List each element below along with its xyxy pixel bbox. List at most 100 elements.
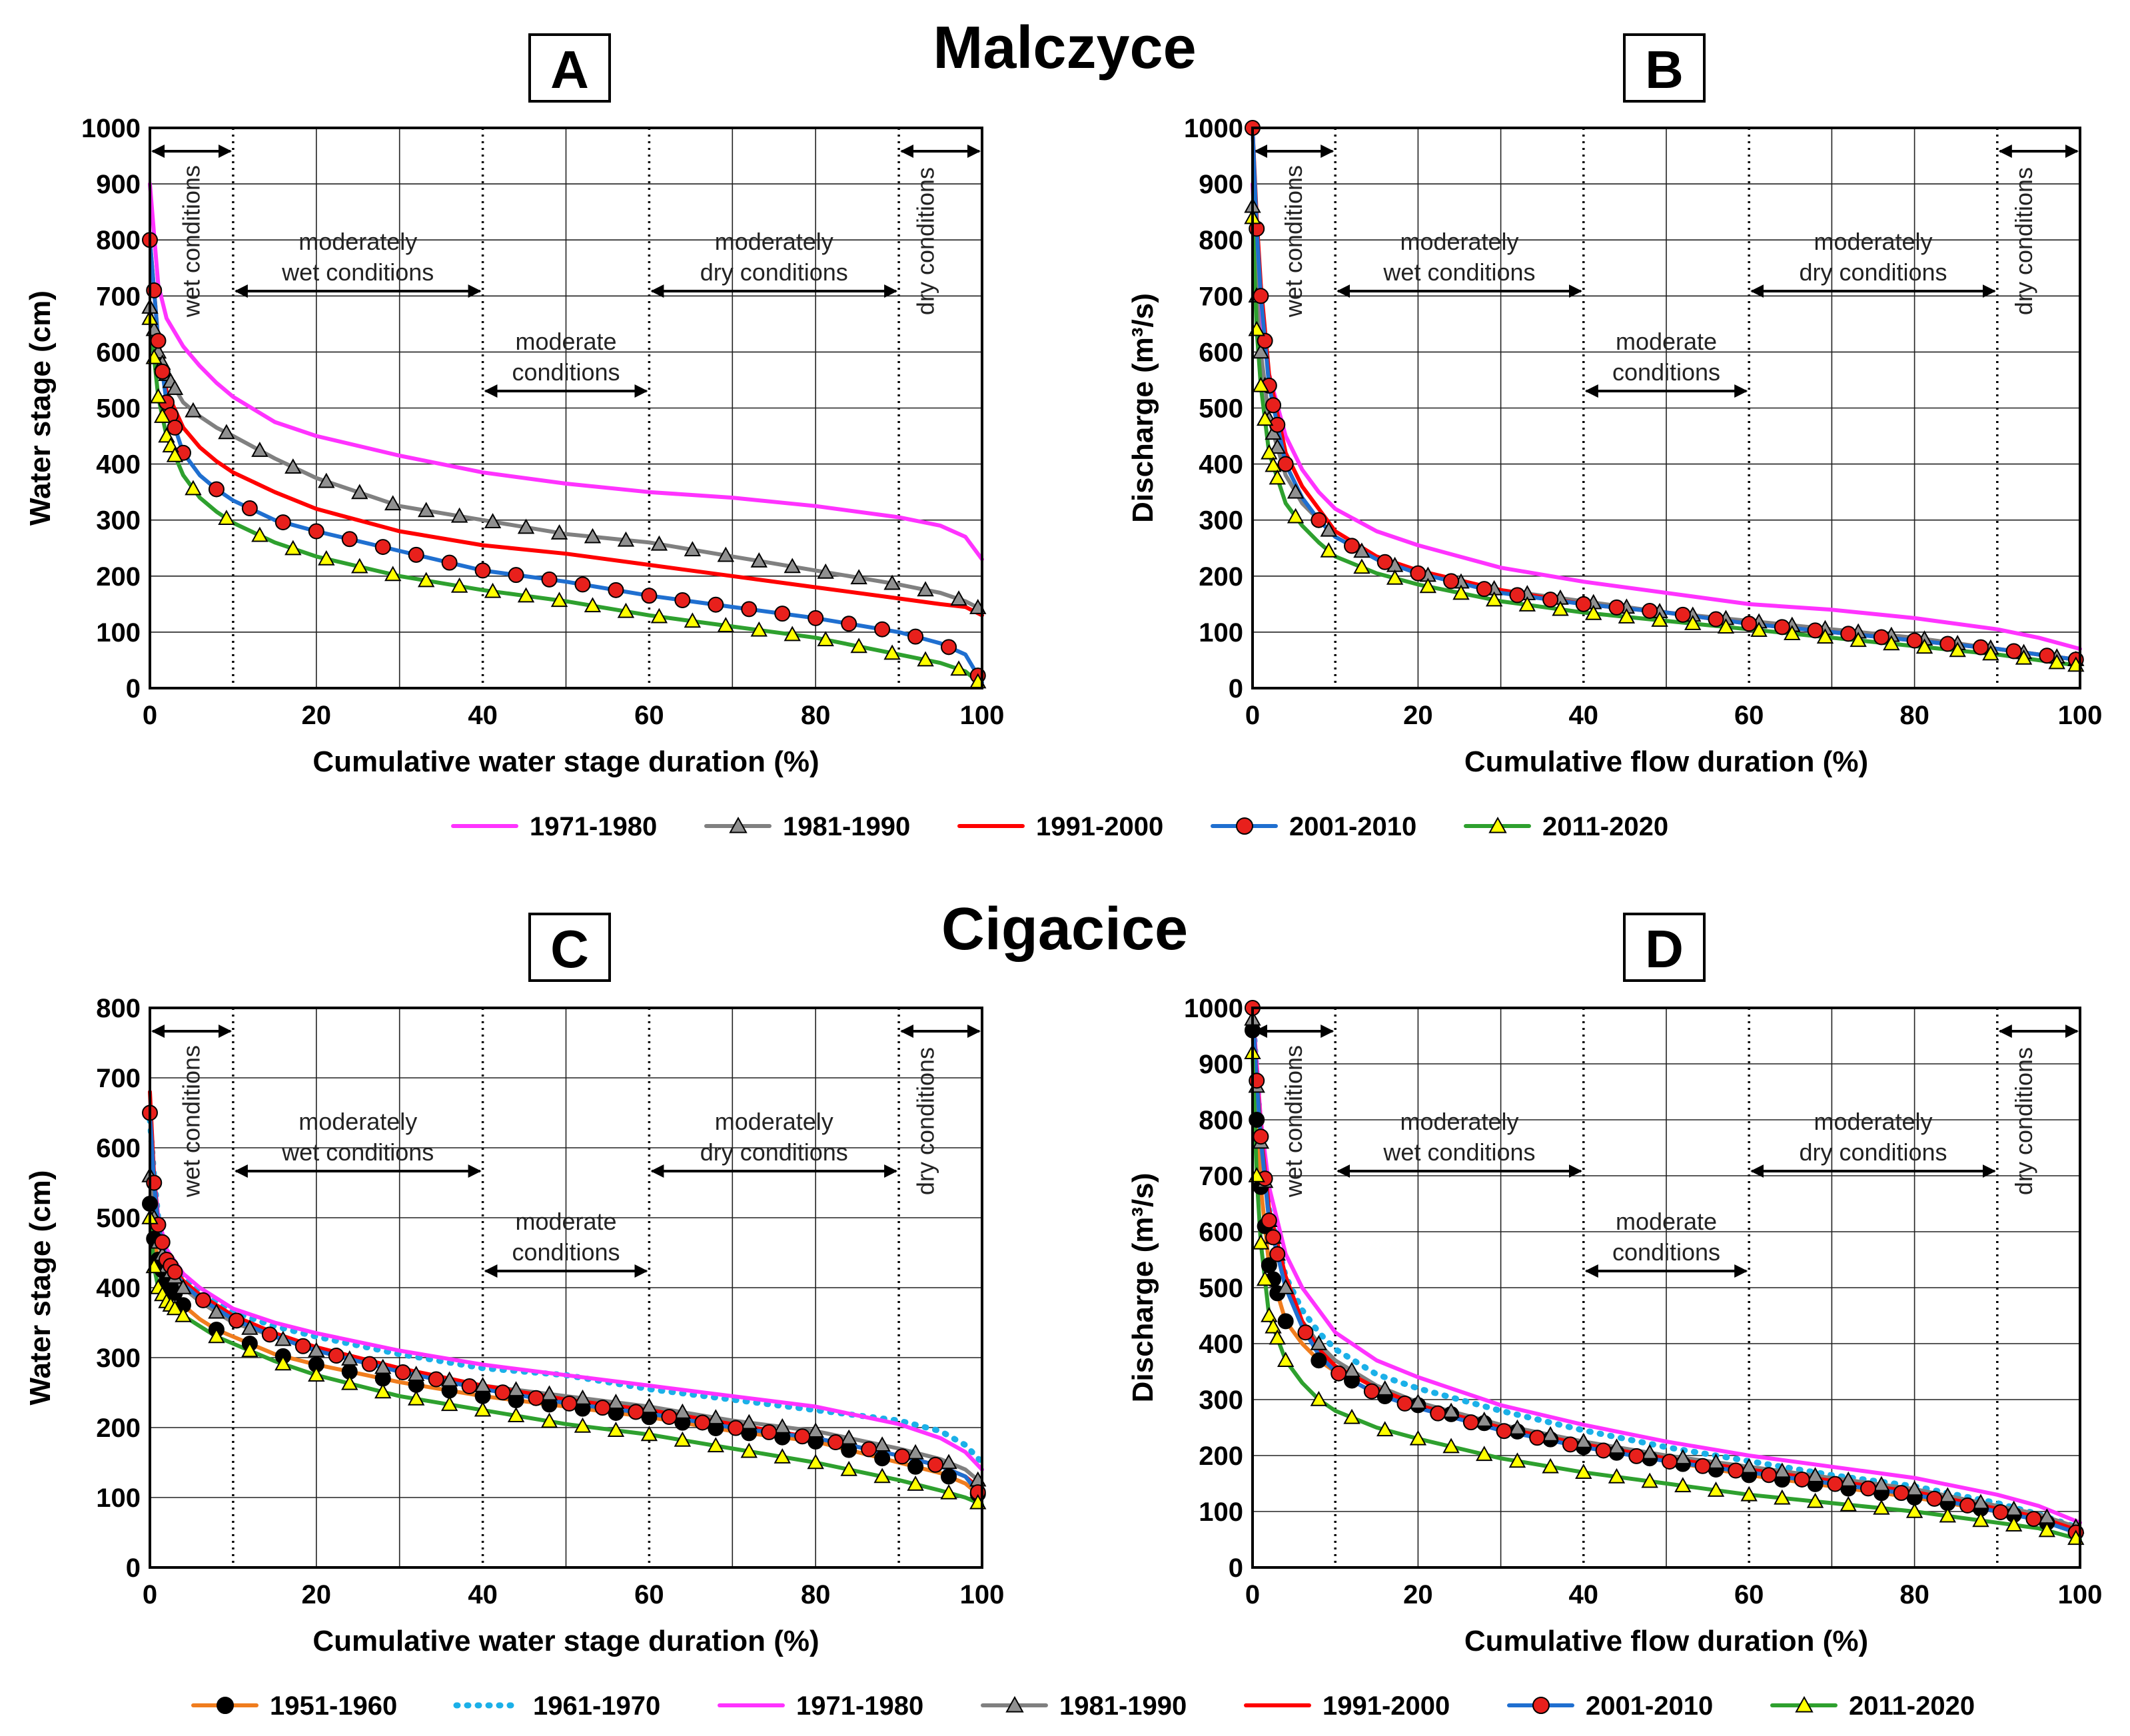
series-marker: [1443, 573, 1460, 590]
series-marker: [1905, 1480, 1923, 1496]
series-marker: [907, 1458, 924, 1475]
y-tick-label: 400: [96, 450, 141, 480]
series-marker: [1287, 483, 1305, 499]
series-marker: [1850, 632, 1867, 648]
series-marker: [840, 1460, 857, 1476]
y-tick-label: 200: [96, 562, 141, 592]
series-marker: [1893, 1485, 1909, 1502]
legend-label: 1971-1980: [796, 1691, 923, 1721]
y-tick-label: 100: [1199, 618, 1243, 648]
legend-label: 2001-2010: [1289, 812, 1416, 841]
series-marker: [1344, 538, 1360, 554]
series-marker: [941, 639, 957, 655]
y-tick-label: 0: [126, 674, 141, 703]
legend-swatch-marker: [1488, 816, 1507, 833]
y-tick-label: 100: [96, 618, 141, 648]
series-marker: [474, 1401, 492, 1417]
series-marker: [1376, 554, 1393, 570]
series-marker: [1694, 1458, 1711, 1474]
x-tick-label: 20: [1403, 1580, 1433, 1609]
series-marker: [617, 602, 635, 618]
y-tick-label: 600: [1199, 338, 1243, 367]
series-marker: [1310, 1334, 1328, 1350]
legend-label: 1991-2000: [1036, 812, 1163, 841]
series-marker: [807, 1454, 824, 1470]
legend-swatch-marker: [1532, 1697, 1550, 1714]
moderately-wet-label-line2: wet conditions: [1382, 1138, 1535, 1166]
series-marker: [328, 1348, 344, 1364]
x-axis-label: Cumulative water stage duration (%): [312, 745, 819, 778]
series-marker: [1982, 645, 1999, 661]
series-marker: [874, 1450, 891, 1467]
series-marker: [728, 1420, 744, 1436]
legend-swatch-marker: [1005, 1695, 1024, 1713]
series-marker: [1740, 1458, 1758, 1474]
series-marker: [874, 621, 891, 638]
series-marker: [1939, 636, 1956, 652]
moderately-dry-label-line2: dry conditions: [1799, 1138, 1947, 1166]
x-tick-label: 60: [634, 1580, 664, 1609]
series-marker: [840, 1429, 857, 1445]
x-tick-label: 60: [1734, 1580, 1764, 1609]
moderately-dry-label-line2: dry conditions: [700, 258, 848, 286]
series-marker: [1939, 1487, 1956, 1503]
zone-annotations: wet conditions dry conditions moderately we…: [1254, 1025, 2079, 1278]
moderate-label-line1: moderate: [1616, 1208, 1717, 1235]
series-marker: [708, 596, 724, 613]
y-tick-label: 700: [96, 1064, 141, 1093]
series-marker: [407, 1366, 425, 1381]
series-marker: [674, 1403, 692, 1419]
series-marker: [1806, 1492, 1824, 1508]
y-tick-label: 700: [1199, 282, 1243, 311]
legend-item: 2011-2020: [1464, 812, 1668, 841]
legend-item: 1991-2000: [957, 812, 1163, 841]
x-tick-label: 80: [801, 1580, 831, 1609]
tick-labels: 0 100 200 300 400 500 600 700 800 900 1000 0 20 40 60 8…: [1184, 114, 2102, 730]
series-marker: [218, 424, 235, 440]
series-marker: [208, 481, 225, 498]
legend-item: 2001-2010: [1507, 1691, 1713, 1721]
series-markers: [1244, 120, 2085, 672]
y-tick-label: 900: [96, 170, 141, 199]
y-tick-label: 200: [96, 1414, 141, 1443]
series-marker: [1542, 1426, 1559, 1442]
series-marker: [740, 1414, 758, 1430]
y-tick-label: 500: [1199, 394, 1243, 424]
series-marker: [774, 606, 791, 622]
series-marker: [407, 1390, 425, 1406]
zone-annotations: wet conditions dry conditions moderately we…: [151, 1025, 981, 1278]
series-marker: [1508, 1452, 1526, 1468]
series-marker: [1575, 1464, 1592, 1479]
series-marker: [195, 1292, 211, 1308]
legend-item: 1971-1980: [718, 1691, 923, 1721]
series-marker: [717, 617, 735, 632]
series-marker: [150, 332, 167, 349]
series-marker: [149, 388, 167, 404]
series-marker: [528, 1390, 544, 1406]
series-marker: [1840, 1471, 1857, 1487]
series-markers: [141, 1104, 987, 1510]
series-marker: [1761, 1467, 1778, 1484]
station-title-top: Malczyce: [933, 15, 1196, 81]
series-marker: [241, 1342, 259, 1358]
x-tick-label: 40: [468, 701, 498, 730]
series-marker: [1674, 606, 1691, 623]
tick-labels: 0 100 200 300 400 500 600 700 800 900 1000 0 20 40 60 8…: [1184, 994, 2102, 1609]
gridlines: [150, 1008, 982, 1567]
y-tick-label: 800: [96, 994, 141, 1023]
x-tick-label: 80: [1899, 701, 1929, 730]
series-marker: [1949, 642, 1966, 657]
series-marker: [507, 1381, 525, 1397]
series-marker: [274, 1330, 292, 1346]
series-marker: [807, 1422, 824, 1438]
series-marker: [1253, 1128, 1269, 1145]
series-marker: [417, 572, 435, 588]
moderate-label-line1: moderate: [515, 1208, 616, 1235]
series-marker: [707, 1409, 725, 1425]
legend-item: 1951-1960: [191, 1691, 397, 1721]
y-tick-label: 300: [96, 1344, 141, 1373]
series-marker: [750, 552, 768, 568]
series-marker: [441, 554, 458, 571]
legend-swatch-marker: [1795, 1695, 1814, 1713]
series-marker: [274, 1355, 292, 1371]
